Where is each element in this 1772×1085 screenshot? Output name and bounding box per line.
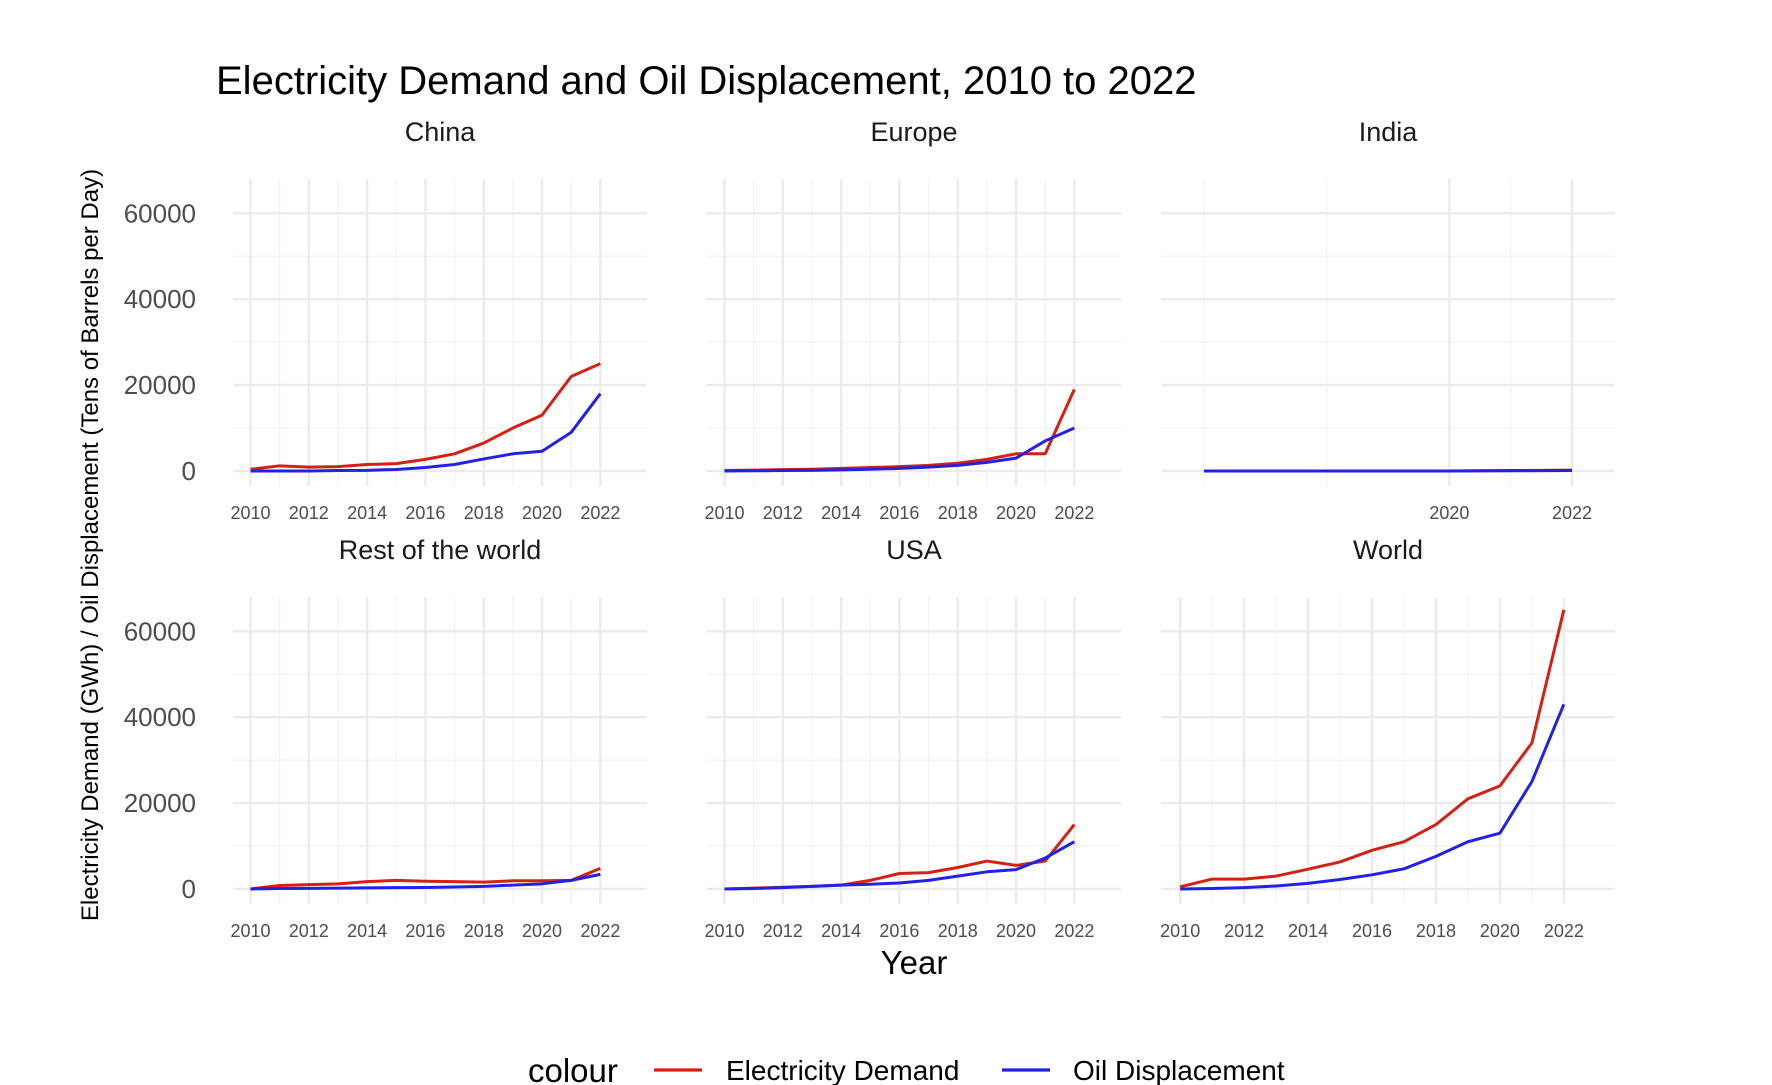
x-tick-label: 2010 <box>230 921 270 941</box>
x-tick-label: 2020 <box>996 921 1036 941</box>
x-tick-label: 2012 <box>289 921 329 941</box>
x-tick-label: 2012 <box>289 503 329 523</box>
x-tick-label: 2022 <box>1054 921 1094 941</box>
y-axis-title: Electricity Demand (GWh) / Oil Displacem… <box>77 169 104 921</box>
series-line-oil-displacement-world <box>1180 703 1566 891</box>
panel-china: China 2010 2012 2014 2016 2018 2020 2022 0 20000 4… <box>124 117 647 523</box>
x-tick-label: 2018 <box>464 921 504 941</box>
series-line-oil-displacement-usa <box>724 840 1076 891</box>
panel-world: World 2010 2012 2014 2016 2018 2020 2022 <box>1160 535 1615 941</box>
y-tick-label: 20000 <box>124 788 196 818</box>
chart-title: Electricity Demand and Oil Displacement,… <box>216 59 1197 103</box>
x-tick-label: 2018 <box>938 503 978 523</box>
x-tick-label: 2014 <box>1288 921 1328 941</box>
panel-rest-of-the-world: Rest of the world 2010 2012 2014 2016 2018 202… <box>124 535 647 941</box>
x-tick-label: 2022 <box>580 921 620 941</box>
series-line-electricity-demand-rest-of-the-world <box>250 866 601 891</box>
legend-label-electricity-demand: Electricity Demand <box>726 1055 959 1085</box>
x-tick-label: 2016 <box>405 921 445 941</box>
y-tick-label: 20000 <box>124 370 196 400</box>
y-tick-label: 60000 <box>124 198 196 228</box>
x-tick-label: 2012 <box>763 503 803 523</box>
y-tick-label: 40000 <box>124 284 196 314</box>
x-tick-label: 2018 <box>938 921 978 941</box>
x-tick-label: 2020 <box>1480 921 1520 941</box>
legend-label-oil-displacement: Oil Displacement <box>1073 1055 1285 1085</box>
x-tick-label: 2014 <box>347 503 387 523</box>
x-tick-label: 2022 <box>1544 921 1584 941</box>
x-tick-label: 2010 <box>704 921 744 941</box>
panel-usa: USA 2010 2012 2014 2016 2018 2020 2022 <box>704 535 1121 941</box>
x-tick-label: 2018 <box>1416 921 1456 941</box>
x-tick-label: 2020 <box>522 921 562 941</box>
series-line-electricity-demand-world <box>1179 609 1566 889</box>
y-tick-label: 0 <box>182 874 196 904</box>
x-tick-label: 2022 <box>580 503 620 523</box>
x-tick-label: 2016 <box>879 921 919 941</box>
x-tick-label: 2014 <box>821 921 861 941</box>
legend: colour Electricity Demand Oil Displaceme… <box>528 1052 1285 1085</box>
series-line-oil-displacement-rest-of-the-world <box>250 872 601 891</box>
series-line-oil-displacement-china <box>250 392 602 473</box>
legend-title: colour <box>528 1052 618 1085</box>
x-tick-label: 2016 <box>1352 921 1392 941</box>
facet-label-china: China <box>405 117 477 147</box>
series-line-electricity-demand-china <box>250 362 601 471</box>
x-tick-label: 2022 <box>1054 503 1094 523</box>
x-tick-label: 2012 <box>763 921 803 941</box>
x-tick-label: 2016 <box>879 503 919 523</box>
x-tick-label: 2018 <box>464 503 504 523</box>
facet-label-usa: USA <box>886 535 942 565</box>
y-tick-label: 0 <box>182 456 196 486</box>
facet-label-europe: Europe <box>870 117 957 147</box>
panel-india: India 2020 2022 <box>1161 117 1615 523</box>
x-tick-label: 2020 <box>996 503 1036 523</box>
facet-label-rest-of-the-world: Rest of the world <box>339 535 542 565</box>
x-axis-title: Year <box>881 944 948 981</box>
facet-label-world: World <box>1353 535 1423 565</box>
x-tick-label: 2020 <box>522 503 562 523</box>
facet-panels: China 2010 2012 2014 2016 2018 2020 2022 0 20000 4… <box>124 117 1615 941</box>
x-tick-label: 2014 <box>821 503 861 523</box>
x-tick-label: 2020 <box>1429 503 1469 523</box>
series-line-oil-displacement-europe <box>724 426 1075 473</box>
y-tick-label: 40000 <box>124 702 196 732</box>
x-tick-label: 2010 <box>1160 921 1200 941</box>
y-tick-label: 60000 <box>124 616 196 646</box>
x-tick-label: 2010 <box>230 503 270 523</box>
panel-europe: Europe 2010 2012 2014 2016 2018 2020 2022 <box>704 117 1121 523</box>
facet-label-india: India <box>1359 117 1419 147</box>
x-tick-label: 2014 <box>347 921 387 941</box>
x-tick-label: 2012 <box>1224 921 1264 941</box>
x-tick-label: 2016 <box>405 503 445 523</box>
x-tick-label: 2022 <box>1552 503 1592 523</box>
x-tick-label: 2010 <box>704 503 744 523</box>
